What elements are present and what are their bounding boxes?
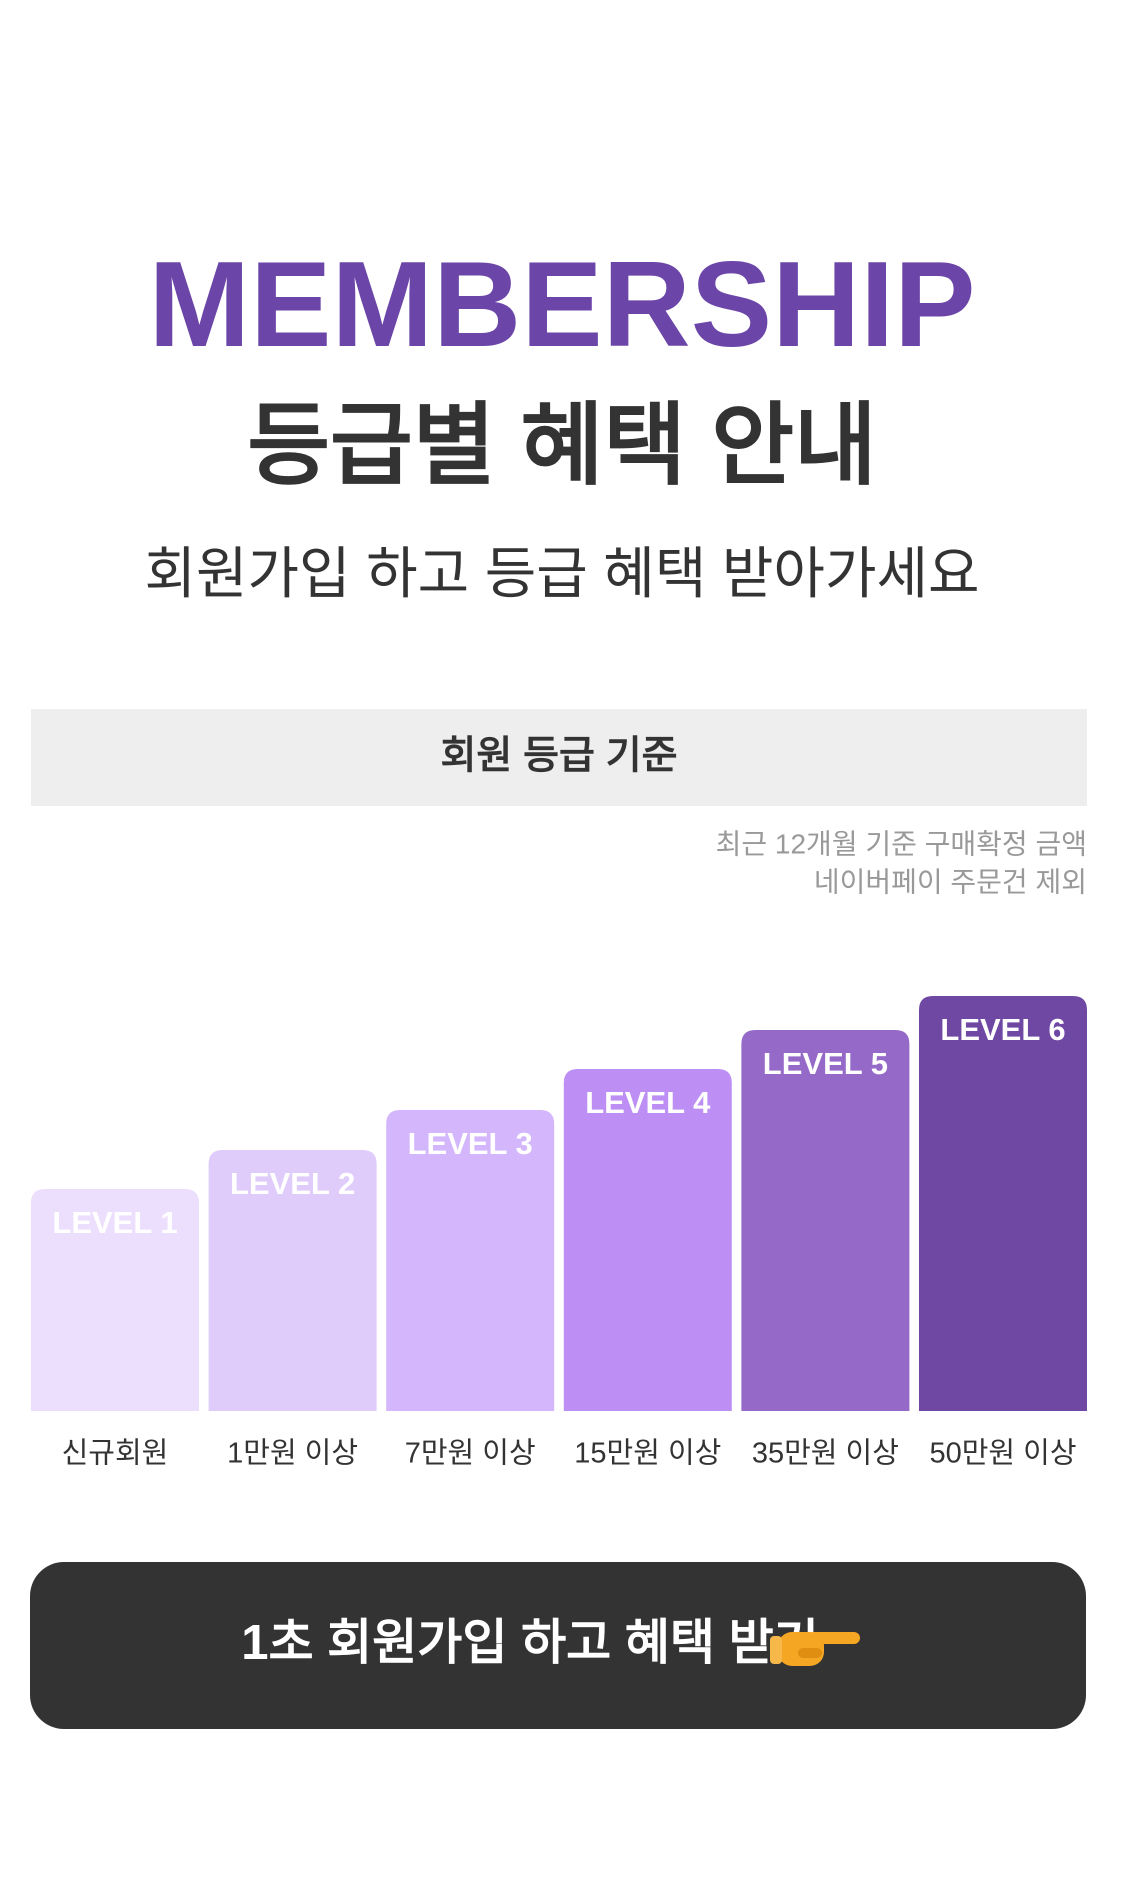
level-bar xyxy=(208,1150,377,1411)
criteria-box xyxy=(31,709,1087,806)
levels: LEVEL 1 신규회원 LEVEL 2 1만원 이상 LEVEL 3 7만원 이상 LEV… xyxy=(31,996,1087,1470)
button-label[interactable]: 1초 회원가입 하고 혜택 받기 xyxy=(241,1616,819,1670)
level-name: LEVEL 2 xyxy=(230,1166,355,1201)
criteria-note: 최근 12개월 기준 구매확정 금액 xyxy=(716,828,1087,859)
pointing-hand-icon xyxy=(770,1632,860,1666)
level-requirement: 15만원 이상 xyxy=(574,1438,721,1470)
level-bar xyxy=(919,996,1087,1411)
level-requirement: 7만원 이상 xyxy=(405,1438,536,1470)
criteria-note: 네이버페이 주문건 제외 xyxy=(814,866,1087,897)
level-requirement: 35만원 이상 xyxy=(752,1438,899,1470)
description: 회원가입 하고 등급 혜택 받아가세요 xyxy=(144,542,979,605)
level-bar xyxy=(31,1189,199,1411)
level-requirement: 1만원 이상 xyxy=(227,1438,358,1470)
title: MEMBERSHIP xyxy=(149,236,976,372)
button-background[interactable] xyxy=(30,1562,1086,1729)
level-bar xyxy=(563,1069,732,1411)
level-bar xyxy=(741,1030,910,1411)
level-requirement: 50만원 이상 xyxy=(929,1438,1076,1470)
level-bar xyxy=(386,1110,555,1411)
level-name: LEVEL 5 xyxy=(763,1046,888,1081)
level-name: LEVEL 6 xyxy=(940,1012,1065,1047)
signup-button[interactable]: 1초 회원가입 하고 혜택 받기 xyxy=(30,1562,1086,1729)
criteria-title: 회원 등급 기준 xyxy=(441,734,678,777)
level-requirement: 신규회원 xyxy=(62,1437,169,1470)
level-name: LEVEL 1 xyxy=(52,1205,177,1240)
level-name: LEVEL 4 xyxy=(585,1085,711,1120)
subtitle: 등급별 혜택 안내 xyxy=(247,396,877,496)
level-name: LEVEL 3 xyxy=(408,1126,533,1161)
